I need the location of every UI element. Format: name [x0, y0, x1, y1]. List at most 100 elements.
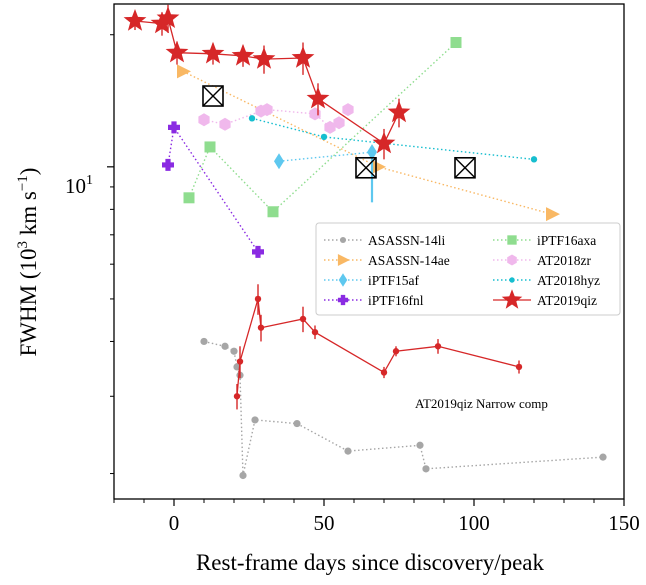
x-tick-label: 50 [314, 511, 335, 535]
point-narrow-dot [236, 358, 244, 365]
legend-items: ASASSN-14li ASASSN-14ae iPTF15af iPTF16fnl i… [324, 233, 600, 309]
legend-item-asassn-14ae: ASASSN-14ae [324, 253, 450, 268]
point-at2019qiz-star [156, 6, 180, 29]
point-asassn-14li-circle [200, 337, 208, 346]
point-narrow-dot [257, 324, 265, 331]
point-asassn-14li-circle [221, 342, 229, 350]
x-tick-label: 150 [608, 511, 640, 535]
point-asassn-14li-circle [251, 416, 259, 424]
legend-box [315, 222, 621, 316]
point-iptf15af-diamond [367, 144, 377, 161]
legend-item-at2018zr: AT2018zr [493, 253, 591, 268]
legend-label-at2019qiz: AT2019qiz [537, 293, 597, 308]
y-axis-label-main: FWHM (10 [16, 249, 41, 357]
series-at2018hyz-dot [248, 115, 538, 163]
point-asassn-14li-circle [599, 453, 607, 461]
legend-label-iptf15af: iPTF15af [368, 273, 420, 288]
point-narrow-box-x-box [454, 156, 476, 179]
point-asassn-14li-circle [230, 347, 238, 355]
point-narrow-dot [515, 363, 523, 371]
point-at2018hyz-dot [530, 156, 538, 163]
legend-label-at2018zr: AT2018zr [537, 253, 591, 268]
point-narrow-dot [299, 315, 307, 323]
legend-label-iptf16axa: iPTF16axa [537, 233, 596, 248]
line-at2018hyz-dot [251, 117, 535, 161]
point-iptf16axa-square [183, 192, 195, 204]
line-asassn-14li-circle [203, 340, 604, 476]
point-at2018zr-hexagon [198, 113, 210, 127]
series-at2018zr-hexagon [198, 103, 354, 134]
plot-marks [123, 4, 607, 480]
point-at2018zr-hexagon [309, 107, 321, 121]
point-asassn-14ae-triangle-right [177, 64, 191, 79]
series-at2019qiz-star [123, 4, 411, 160]
point-narrow-box-x-x2 [355, 157, 377, 179]
point-at2018zr-hexagon [219, 117, 231, 131]
point-iptf16fnl-plus [252, 245, 264, 258]
plot-frame [113, 3, 625, 500]
y-axis-label-unit: km s [16, 191, 41, 241]
point-at2019qiz-star [231, 43, 255, 66]
legend-item-iptf15af: iPTF15af [324, 273, 420, 288]
point-at2019qiz-star [201, 41, 225, 64]
legend-marker-iptf15af [338, 273, 348, 287]
y-axis-label-unit-exp: −1 [15, 175, 31, 191]
point-iptf16fnl-plus [162, 158, 174, 171]
point-narrow-dot [311, 328, 319, 336]
point-at2018zr-hexagon [324, 120, 336, 134]
point-iptf16fnl-plus [168, 121, 180, 134]
point-narrow-dot [380, 369, 388, 376]
legend-label-iptf16fnl: iPTF16fnl [368, 293, 424, 308]
line-iptf16axa-square [188, 41, 457, 213]
legend-item-at2018hyz: AT2018hyz [493, 273, 600, 288]
narrow-component-annotation: AT2019qiz Narrow comp [415, 396, 548, 411]
point-asassn-14li-circle [416, 441, 424, 449]
y-axis-label-exp: 3 [15, 241, 31, 249]
point-at2019qiz-star [306, 86, 330, 109]
point-at2018zr-hexagon [333, 116, 345, 130]
series-iptf16axa-square [183, 37, 462, 218]
point-at2019qiz-star [387, 100, 411, 123]
series-iptf16fnl-plus [162, 121, 264, 258]
point-at2019qiz-star [123, 9, 147, 31]
point-iptf16axa-square [204, 141, 216, 153]
point-narrow-dot [392, 348, 400, 355]
x-tick-label: 100 [458, 511, 490, 535]
point-narrow-box-x-box [355, 156, 377, 179]
point-at2018hyz-dot [248, 115, 256, 122]
point-at2019qiz-star [165, 40, 189, 63]
axis-ticks: 0 50 100 150 [107, 34, 640, 535]
y-tick-label-exp: 1 [86, 173, 93, 188]
legend-label-asassn-14li: ASASSN-14li [368, 233, 446, 248]
point-iptf15af-diamond [274, 153, 284, 170]
legend-marker-at2018zr [507, 254, 517, 266]
y-tick-label-10: 101 [65, 173, 93, 198]
point-asassn-14li-circle [422, 465, 430, 473]
point-iptf16axa-square [450, 37, 462, 49]
line-asassn-14ae-triangle-right [182, 70, 553, 215]
series-asassn-14li-circle [200, 337, 607, 480]
legend-item-iptf16fnl: iPTF16fnl [324, 293, 424, 308]
point-asassn-14ae-triangle-right [372, 159, 386, 174]
y-axis-label-close: ) [16, 168, 41, 176]
point-narrow-box-x-x2 [454, 157, 476, 179]
legend-marker-at2018hyz [509, 277, 515, 283]
point-narrow-dot [434, 343, 442, 350]
legend-item-at2019qiz: AT2019qiz [493, 289, 597, 309]
x-axis-label: Rest-frame days since discovery/peak [196, 550, 545, 575]
series-asassn-14ae-triangle-right [177, 64, 560, 222]
point-iptf16axa-square [267, 206, 279, 218]
point-at2019qiz-star [291, 46, 315, 68]
point-asassn-14li-circle [293, 419, 301, 428]
point-narrow-box-x-box [202, 85, 224, 107]
legend-label-at2018hyz: AT2018hyz [537, 273, 600, 288]
point-at2018zr-hexagon [261, 103, 273, 117]
legend-marker-at2019qiz [501, 289, 523, 309]
legend-item-asassn-14li: ASASSN-14li [324, 233, 446, 248]
series-iptf15af-diamond [274, 144, 377, 203]
legend-marker-asassn-14ae [337, 254, 350, 266]
legend-marker-iptf16axa [507, 235, 517, 245]
point-asassn-14li-circle [239, 471, 247, 480]
point-at2018hyz-dot [320, 133, 328, 141]
